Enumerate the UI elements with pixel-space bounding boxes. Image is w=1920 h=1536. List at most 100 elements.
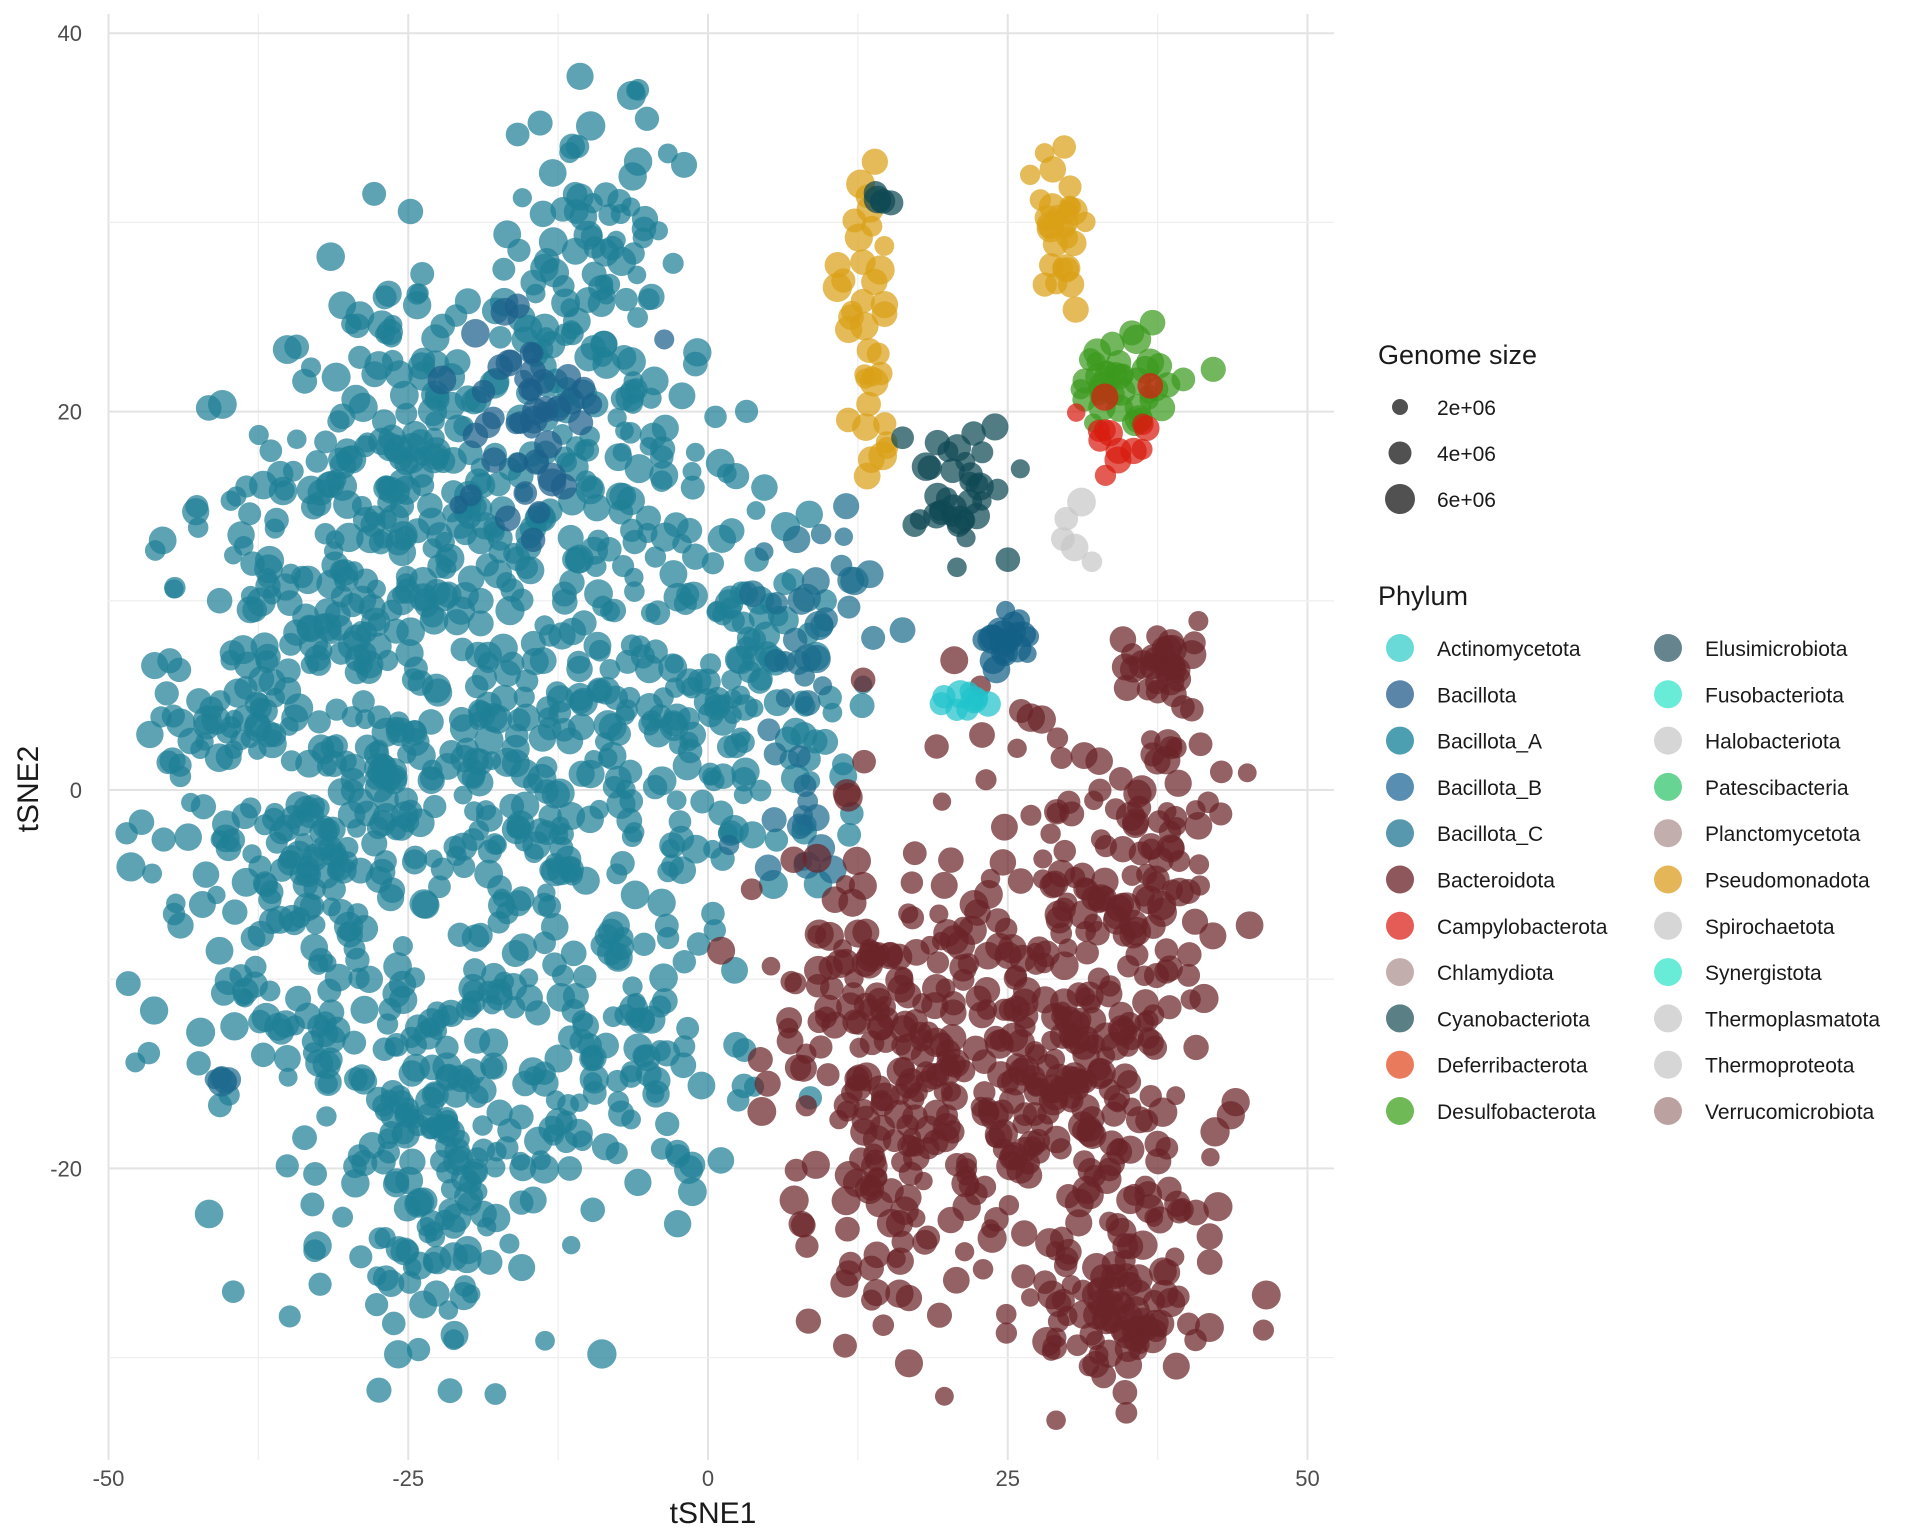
data-point bbox=[1021, 1288, 1040, 1307]
data-point bbox=[1039, 156, 1067, 183]
data-point bbox=[599, 235, 625, 261]
data-point bbox=[679, 721, 707, 748]
data-point bbox=[305, 450, 329, 473]
data-point bbox=[842, 846, 871, 876]
data-point bbox=[1117, 955, 1140, 978]
data-point bbox=[861, 148, 889, 175]
data-point bbox=[1052, 135, 1076, 159]
data-point bbox=[472, 1115, 493, 1136]
legend: Genome size 2e+06 4e+06 6e+06 Phylum Actinomy… bbox=[1378, 340, 1880, 1125]
color-legend-label: Bacillota bbox=[1437, 684, 1517, 707]
data-point bbox=[852, 749, 876, 774]
x-tick-label: 0 bbox=[702, 1466, 714, 1491]
data-point bbox=[1066, 1334, 1089, 1357]
data-point bbox=[852, 413, 880, 441]
data-point bbox=[385, 479, 410, 505]
data-point bbox=[834, 782, 863, 812]
data-point bbox=[664, 654, 684, 674]
data-point bbox=[747, 669, 772, 694]
data-point bbox=[1050, 988, 1079, 1017]
data-point bbox=[622, 976, 643, 997]
data-point bbox=[148, 526, 177, 555]
data-point bbox=[151, 827, 176, 852]
data-point bbox=[483, 704, 513, 734]
data-point bbox=[902, 1087, 925, 1110]
data-point bbox=[962, 1035, 989, 1062]
data-point bbox=[614, 287, 638, 312]
data-point bbox=[1147, 890, 1177, 921]
data-point bbox=[505, 412, 527, 435]
data-point bbox=[657, 143, 678, 164]
data-point bbox=[1041, 1030, 1062, 1051]
data-point bbox=[933, 1082, 953, 1102]
data-point bbox=[623, 371, 644, 391]
data-point bbox=[638, 283, 665, 310]
data-point bbox=[929, 904, 949, 924]
data-point bbox=[481, 447, 507, 473]
data-point bbox=[369, 810, 396, 837]
data-point bbox=[971, 1099, 999, 1127]
data-point bbox=[802, 843, 832, 873]
data-point bbox=[413, 1020, 443, 1050]
data-point bbox=[996, 1151, 1025, 1181]
data-point bbox=[1050, 922, 1073, 945]
data-point bbox=[822, 272, 852, 303]
data-point bbox=[247, 920, 274, 948]
data-point bbox=[1168, 850, 1191, 873]
data-point bbox=[1020, 804, 1042, 826]
data-point bbox=[481, 1056, 504, 1079]
data-point bbox=[849, 1147, 873, 1171]
data-point bbox=[606, 863, 628, 885]
data-point bbox=[1078, 348, 1102, 372]
data-point bbox=[1107, 1092, 1128, 1113]
data-point bbox=[1050, 1138, 1072, 1160]
data-point bbox=[721, 669, 742, 691]
color-legend-label: Bacteroidota bbox=[1437, 870, 1555, 893]
data-point bbox=[1203, 1192, 1233, 1222]
data-point bbox=[602, 1006, 624, 1028]
data-point bbox=[240, 551, 265, 576]
data-point bbox=[835, 1260, 862, 1287]
data-point bbox=[503, 542, 525, 564]
data-point bbox=[835, 875, 856, 895]
data-point bbox=[1115, 1401, 1138, 1424]
color-legend-key bbox=[1654, 911, 1682, 940]
data-point bbox=[1062, 296, 1089, 323]
data-point bbox=[372, 1265, 399, 1292]
data-point bbox=[1091, 383, 1119, 411]
data-point bbox=[398, 1060, 426, 1087]
data-point bbox=[1030, 1113, 1054, 1137]
data-point bbox=[761, 807, 787, 833]
data-point bbox=[619, 994, 649, 1024]
data-point bbox=[421, 1081, 449, 1109]
data-point bbox=[512, 703, 541, 732]
data-point bbox=[751, 474, 778, 501]
data-point bbox=[300, 655, 320, 675]
data-point bbox=[686, 932, 711, 956]
data-point bbox=[205, 936, 234, 965]
data-point bbox=[383, 952, 412, 981]
data-point bbox=[663, 1210, 692, 1238]
data-point bbox=[166, 657, 192, 683]
data-point bbox=[687, 1071, 716, 1100]
data-point bbox=[981, 1219, 1000, 1238]
data-point bbox=[866, 342, 890, 366]
data-point bbox=[995, 1322, 1018, 1344]
data-point bbox=[840, 566, 869, 596]
data-point bbox=[1251, 1280, 1281, 1310]
data-point bbox=[926, 951, 950, 974]
data-point bbox=[1023, 1136, 1044, 1157]
color-legend-key bbox=[1386, 819, 1414, 848]
data-point bbox=[580, 225, 603, 248]
data-point bbox=[941, 505, 963, 527]
data-point bbox=[721, 956, 749, 984]
data-point bbox=[804, 610, 834, 641]
data-point bbox=[790, 721, 818, 749]
data-point bbox=[551, 288, 581, 318]
data-point bbox=[376, 1013, 399, 1035]
color-legend-key bbox=[1386, 1004, 1414, 1033]
data-point bbox=[1166, 1086, 1186, 1106]
data-point bbox=[804, 919, 834, 949]
data-point bbox=[1139, 309, 1166, 336]
data-point bbox=[394, 787, 418, 812]
